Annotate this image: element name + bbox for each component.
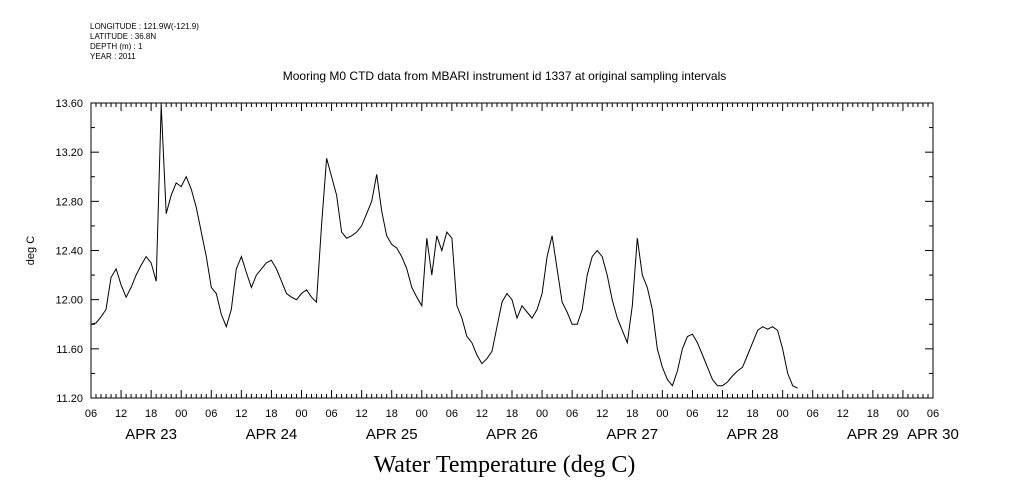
metadata-depth: DEPTH (m) : 1: [90, 42, 143, 51]
x-hour-label: 12: [476, 408, 488, 420]
metadata-block: LONGITUDE : 121.9W(-121.9) LATITUDE : 36…: [90, 22, 199, 62]
x-day-label: APR 29: [847, 426, 899, 443]
temperature-series-line: [90, 105, 798, 389]
x-hour-label: 00: [777, 408, 789, 420]
x-hour-label: 18: [867, 408, 879, 420]
x-hour-label: 00: [536, 408, 548, 420]
x-hour-label: 18: [626, 408, 638, 420]
x-hour-label: 12: [716, 408, 728, 420]
x-day-label: APR 28: [727, 426, 779, 443]
chart-ticks: [90, 102, 934, 399]
x-hour-label: 18: [506, 408, 518, 420]
x-hour-label: 06: [927, 408, 939, 420]
metadata-latitude: LATITUDE : 36.8N: [90, 32, 157, 41]
x-hour-label: 00: [416, 408, 428, 420]
y-tick-label: 11.20: [56, 393, 83, 405]
x-hour-label: 18: [746, 408, 758, 420]
y-tick-label: 12.00: [55, 295, 83, 307]
y-tick-label: 12.80: [55, 196, 83, 208]
y-tick-label: 11.60: [56, 344, 83, 356]
x-hour-label: 18: [145, 408, 157, 420]
x-hour-label: 00: [295, 408, 307, 420]
x-hour-label: 12: [115, 408, 127, 420]
y-axis-label: deg C: [25, 236, 37, 265]
x-hour-label: 18: [386, 408, 398, 420]
x-hour-label: 06: [686, 408, 698, 420]
x-hour-label: 06: [566, 408, 578, 420]
x-hour-label: 06: [807, 408, 819, 420]
main-title: Water Temperature (deg C): [373, 452, 636, 478]
x-day-label: APR 25: [366, 426, 418, 443]
plot-title: Mooring M0 CTD data from MBARI instrumen…: [282, 69, 727, 83]
y-tick-label: 13.60: [55, 98, 83, 110]
x-hour-label: 12: [596, 408, 608, 420]
x-hour-label: 12: [356, 408, 368, 420]
x-hour-label: 00: [656, 408, 668, 420]
x-hour-label: 06: [446, 408, 458, 420]
metadata-longitude: LONGITUDE : 121.9W(-121.9): [90, 22, 199, 31]
x-hour-label: 00: [897, 408, 909, 420]
x-hour-label: 18: [265, 408, 277, 420]
plot-frame: [90, 102, 934, 399]
metadata-year: YEAR : 2011: [90, 52, 136, 61]
y-tick-label: 12.40: [55, 246, 83, 258]
chart-series: [90, 105, 798, 389]
x-hour-label: 12: [235, 408, 247, 420]
y-tick-label: 13.20: [55, 147, 83, 159]
x-day-label: APR 27: [606, 426, 658, 443]
chart-axes: [90, 102, 934, 399]
x-hour-label: 12: [837, 408, 849, 420]
chart-tick-labels: 11.20 11.60 12.00 12.40 12.80 13.20 13.60 06 12 1…: [25, 98, 959, 443]
x-hour-label: 06: [205, 408, 217, 420]
x-day-label: APR 24: [246, 426, 298, 443]
x-day-label: APR 23: [125, 426, 177, 443]
x-day-label: APR 26: [486, 426, 538, 443]
x-hour-label: 00: [175, 408, 187, 420]
x-hour-label: 06: [85, 408, 97, 420]
x-hour-label: 06: [325, 408, 337, 420]
x-day-label: APR 30: [907, 426, 959, 443]
